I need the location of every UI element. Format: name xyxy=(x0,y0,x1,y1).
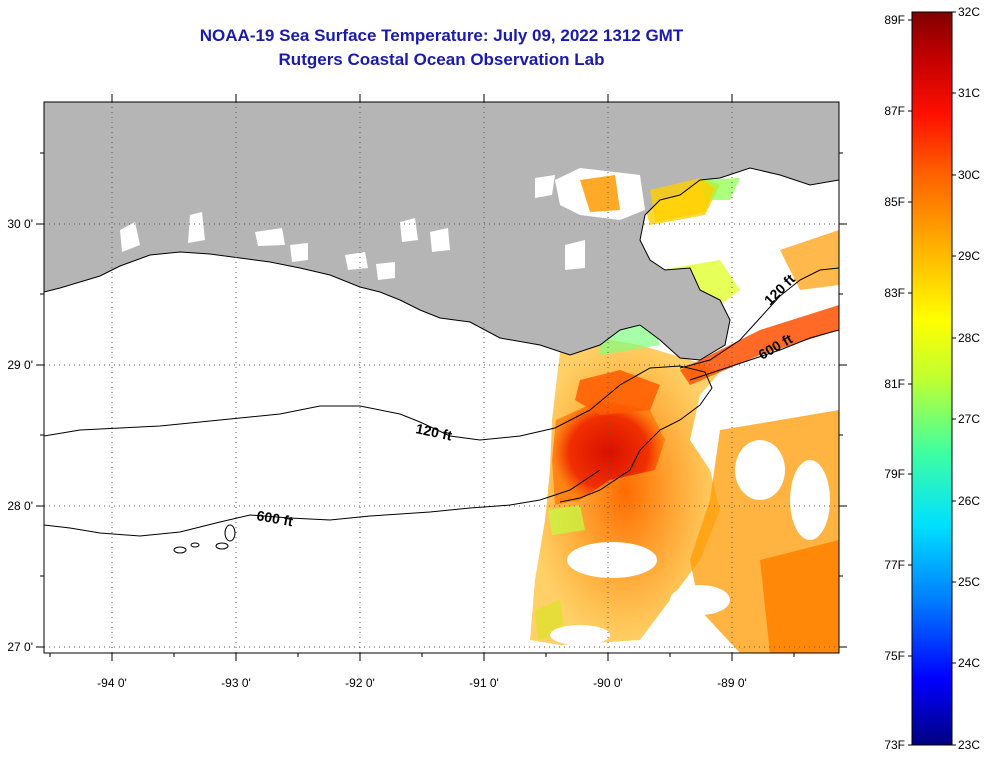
contour-120ft-west xyxy=(44,365,713,503)
colorbar-f-label: 75F xyxy=(884,649,905,663)
colorbar-f-label: 81F xyxy=(884,377,905,391)
map-ticks xyxy=(36,94,847,661)
colorbar-c-label: 29C xyxy=(958,249,980,263)
map-area: 120 ft 600 ft 120 ft 600 ft xyxy=(44,102,839,653)
colorbar-c-label: 28C xyxy=(958,331,980,345)
contour-120ft-east xyxy=(679,267,839,369)
lon-label: -89 0' xyxy=(717,676,747,690)
colorbar-f-label: 79F xyxy=(884,467,905,481)
colorbar xyxy=(911,11,953,746)
lon-label: -92 0' xyxy=(345,676,375,690)
lon-label: -90 0' xyxy=(593,676,623,690)
colorbar-f-label: 83F xyxy=(884,286,905,300)
colorbar-f-label: 77F xyxy=(884,558,905,572)
lat-label: 30 0' xyxy=(7,217,33,231)
colorbar-f-label: 73F xyxy=(884,738,905,752)
contour-600ft-west xyxy=(44,469,601,537)
lat-label: 29 0' xyxy=(7,358,33,372)
contour-label: 600 ft xyxy=(255,507,294,529)
colorbar-c-label: 32C xyxy=(958,5,980,19)
colorbar-c-label: 30C xyxy=(958,168,980,182)
colorbar-c-label: 31C xyxy=(958,86,980,100)
shelf-islands xyxy=(173,524,236,554)
lon-label: -91 0' xyxy=(469,676,499,690)
contour-label: 120 ft xyxy=(761,271,798,308)
map-frame xyxy=(43,101,840,654)
map-subtitle: Rutgers Coastal Ocean Observation Lab xyxy=(278,50,605,69)
colorbar-c-label: 26C xyxy=(958,494,980,508)
colorbar-f-label: 89F xyxy=(884,13,905,27)
coastline xyxy=(44,167,839,361)
colorbar-f-label: 85F xyxy=(884,195,905,209)
colorbar-ticks xyxy=(908,11,956,746)
contour-label: 120 ft xyxy=(414,420,453,443)
colorbar-c-label: 24C xyxy=(958,656,980,670)
lon-label: -93 0' xyxy=(221,676,251,690)
contour-600ft-east xyxy=(689,329,839,381)
colorbar-c-label: 25C xyxy=(958,575,980,589)
colorbar-c-label: 27C xyxy=(958,412,980,426)
lat-label: 27 0' xyxy=(7,640,33,654)
lat-label: 28 0' xyxy=(7,499,33,513)
colorbar-f-label: 87F xyxy=(884,104,905,118)
lon-label: -94 0' xyxy=(97,676,127,690)
map-title: NOAA-19 Sea Surface Temperature: July 09… xyxy=(199,26,684,45)
map-grid xyxy=(44,102,839,653)
colorbar-c-label: 23C xyxy=(958,738,980,752)
